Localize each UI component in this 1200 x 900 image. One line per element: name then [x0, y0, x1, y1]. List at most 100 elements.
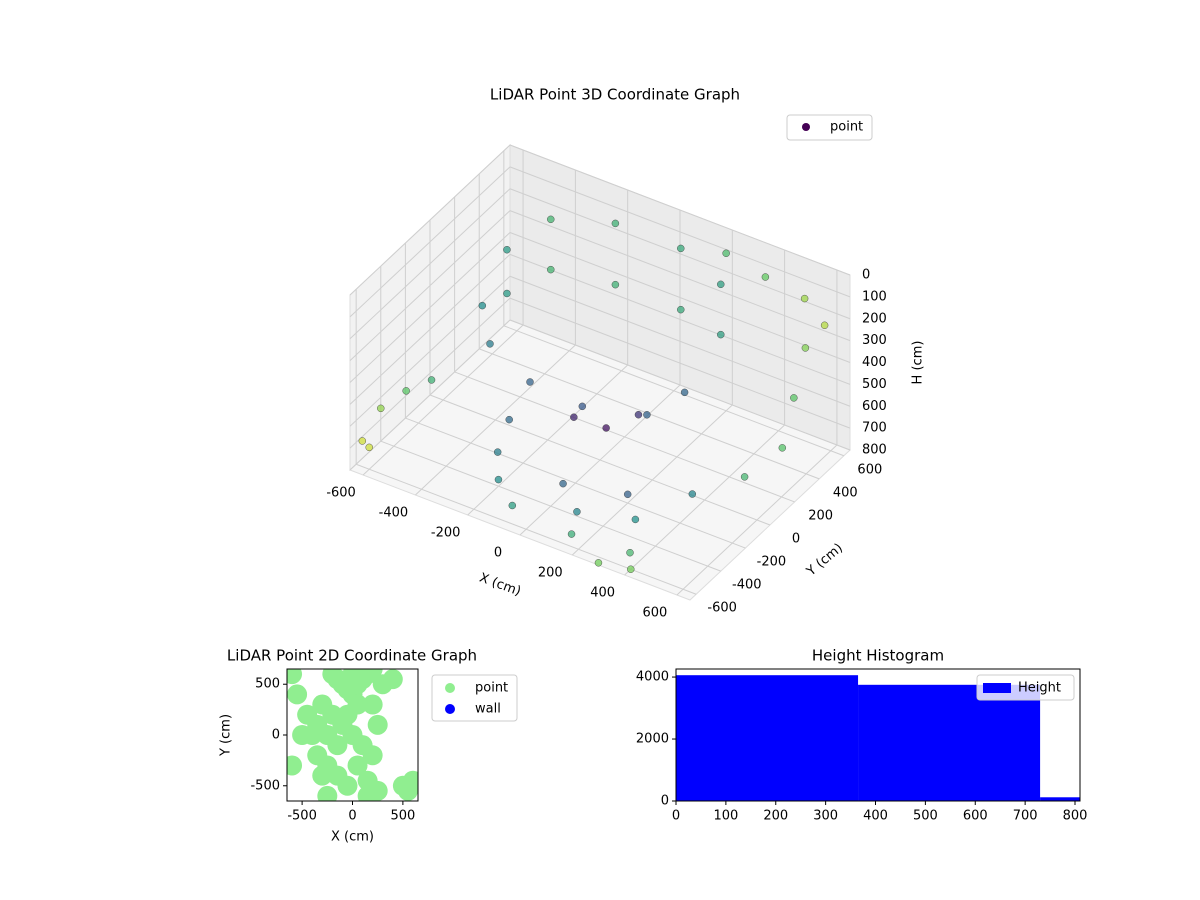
- z-tick-label: 300: [862, 333, 887, 348]
- z-tick-label: 700: [862, 421, 887, 436]
- point: [317, 785, 338, 801]
- y-tick-label: 200: [808, 508, 833, 523]
- point: [493, 448, 502, 456]
- z-grid-line: [509, 319, 851, 451]
- y-tick-label: 400: [833, 485, 858, 500]
- legend-box: [431, 674, 518, 722]
- x-tick-label: 400: [590, 586, 615, 601]
- legend-swatch: [983, 683, 1011, 693]
- point: [287, 684, 308, 705]
- point: [688, 490, 697, 498]
- x-tick-label: 600: [963, 809, 988, 824]
- x-tick-label: 500: [913, 809, 938, 824]
- point: [337, 775, 358, 796]
- point: [623, 490, 632, 499]
- point: [347, 755, 368, 776]
- x-tick-label: 0: [494, 546, 502, 561]
- z-grid-line: [349, 232, 511, 383]
- chart-title: Height Histogram: [812, 647, 944, 665]
- point: [611, 219, 620, 228]
- x-tick-label: -500: [287, 809, 317, 824]
- z-grid-line: [509, 275, 851, 407]
- point: [382, 669, 403, 690]
- point: [362, 745, 383, 766]
- x-tick-label: 100: [713, 809, 738, 824]
- point: [478, 301, 487, 310]
- z-grid-line: [509, 144, 851, 276]
- z-grid-line: [349, 144, 511, 296]
- z-tick-label: 800: [862, 443, 887, 458]
- legend-label: point: [830, 120, 863, 135]
- y-tick-label: -500: [250, 778, 280, 793]
- point: [427, 376, 436, 384]
- point: [486, 340, 494, 348]
- z-tick-label: 100: [862, 289, 887, 304]
- z-grid-line: [349, 210, 511, 361]
- x-tick-label: 200: [538, 566, 563, 581]
- y-tick-label: 600: [857, 462, 882, 477]
- z-grid-line: [509, 166, 851, 298]
- y-axis-label: Y (cm): [803, 541, 846, 580]
- z-tick-label: 200: [862, 311, 887, 326]
- chart-title: LiDAR Point 3D Coordinate Graph: [490, 86, 740, 104]
- point: [327, 735, 348, 756]
- y-grid-line: [355, 463, 697, 595]
- bar: [1040, 797, 1080, 801]
- y-grid-line: [503, 325, 845, 457]
- point: [494, 475, 503, 484]
- point: [634, 411, 643, 419]
- y-tick-label: -400: [732, 578, 762, 593]
- x-tick-label: 700: [1013, 809, 1038, 824]
- legend-label: point: [475, 681, 508, 696]
- bar: [676, 675, 859, 801]
- z-grid-line: [349, 319, 511, 471]
- z-tick-label: 600: [862, 399, 887, 414]
- point: [342, 669, 363, 685]
- point: [761, 273, 770, 281]
- point: [567, 530, 576, 538]
- point: [602, 424, 610, 432]
- legend-label: wall: [475, 702, 501, 717]
- point: [578, 402, 587, 411]
- y-tick-label: 4000: [636, 670, 669, 685]
- point: [800, 294, 809, 303]
- plot-area: [287, 669, 418, 801]
- z-tick-label: 500: [862, 377, 887, 392]
- bar: [858, 684, 1041, 801]
- z-grid-line: [509, 188, 851, 320]
- point: [594, 559, 603, 567]
- z-grid-line: [349, 297, 511, 449]
- point: [790, 394, 798, 402]
- y-tick-label: 0: [792, 532, 800, 547]
- z-grid-line: [509, 253, 851, 385]
- y-tick-label: 0: [272, 728, 280, 743]
- x-tick-label: 500: [390, 809, 415, 824]
- x-tick-label: 0: [348, 809, 356, 824]
- point: [503, 289, 511, 298]
- point: [292, 725, 313, 745]
- x-tick-label: 800: [1063, 809, 1088, 824]
- point: [677, 305, 685, 314]
- point: [778, 444, 787, 452]
- chart-title: LiDAR Point 2D Coordinate Graph: [227, 647, 477, 665]
- point: [362, 694, 383, 715]
- y-tick-label: 500: [255, 677, 280, 692]
- y-grid-line: [429, 394, 771, 526]
- z-grid-line: [509, 297, 851, 429]
- point: [287, 669, 303, 685]
- point: [573, 508, 581, 516]
- point: [643, 411, 651, 419]
- legend-marker: [802, 123, 810, 131]
- z-grid-line: [349, 254, 511, 405]
- point: [626, 548, 634, 557]
- z-grid-line: [349, 275, 511, 427]
- y-grid-line: [380, 440, 721, 572]
- y-grid-line: [405, 417, 746, 549]
- x-axis-label: X (cm): [477, 571, 523, 600]
- point: [820, 321, 829, 329]
- x-tick-label: -400: [379, 506, 409, 521]
- point: [347, 694, 368, 715]
- point: [503, 246, 511, 254]
- x-tick-label: 300: [813, 809, 838, 824]
